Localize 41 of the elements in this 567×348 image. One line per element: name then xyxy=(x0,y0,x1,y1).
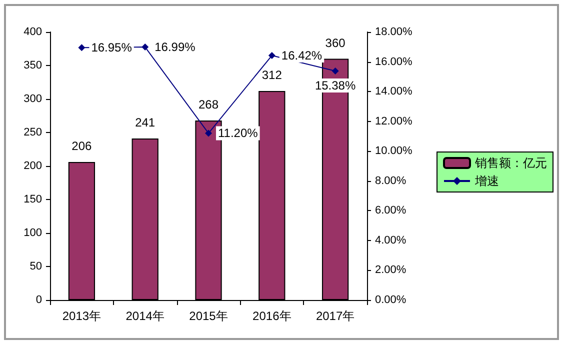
y-tick-label: 350 xyxy=(24,60,42,72)
point xyxy=(142,44,149,51)
point xyxy=(205,130,212,137)
x-tick-label: 2013年 xyxy=(62,309,102,323)
legend-label: 销售额：亿元 xyxy=(474,156,547,170)
y2-tick-label: 8.00% xyxy=(375,174,406,187)
x-tick-label: 2016年 xyxy=(252,309,292,323)
y-tick-label: 50 xyxy=(30,260,42,272)
point xyxy=(268,52,276,60)
y-tick-label: 100 xyxy=(24,227,42,239)
data-label: 16.95% xyxy=(91,40,132,55)
y-tick-label: 150 xyxy=(24,194,42,206)
y2-tick-label: 10.00% xyxy=(375,145,413,158)
y-tick-label: 200 xyxy=(24,160,42,172)
data-label: 16.42% xyxy=(281,48,322,63)
x-tick-label: 2017年 xyxy=(316,309,355,323)
data-label: 241 xyxy=(135,116,156,130)
data-label: 206 xyxy=(72,138,92,153)
y2-tick-label: 16.00% xyxy=(375,56,413,68)
data-label: 312 xyxy=(262,68,282,82)
point xyxy=(332,68,339,75)
x-tick-label: 2014年 xyxy=(126,309,164,323)
y2-tick-label: 18.00% xyxy=(375,26,413,38)
y2-tick-label: 0.00% xyxy=(375,294,406,306)
data-label: 15.38% xyxy=(314,78,356,93)
y2-tick-label: 6.00% xyxy=(375,204,406,217)
y-tick-label: 250 xyxy=(24,126,42,138)
y2-tick-label: 2.00% xyxy=(375,264,406,276)
data-label: 16.99% xyxy=(154,40,196,54)
y-tick-label: 400 xyxy=(24,26,42,38)
y-tick-label: 0 xyxy=(36,294,42,306)
x-tick-label: 2015年 xyxy=(189,309,228,323)
point xyxy=(78,44,86,52)
data-label: 268 xyxy=(198,97,219,112)
y2-tick-label: 12.00% xyxy=(375,115,413,128)
y2-tick-label: 4.00% xyxy=(375,234,406,246)
y2-tick-label: 14.00% xyxy=(375,86,413,98)
data-label: 11.20% xyxy=(218,126,258,140)
data-label: 360 xyxy=(325,36,346,50)
legend-label: 增速 xyxy=(474,174,499,188)
y-tick-label: 300 xyxy=(24,93,42,105)
